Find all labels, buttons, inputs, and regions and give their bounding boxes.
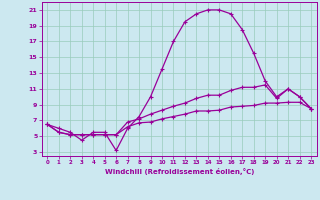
X-axis label: Windchill (Refroidissement éolien,°C): Windchill (Refroidissement éolien,°C) <box>105 168 254 175</box>
